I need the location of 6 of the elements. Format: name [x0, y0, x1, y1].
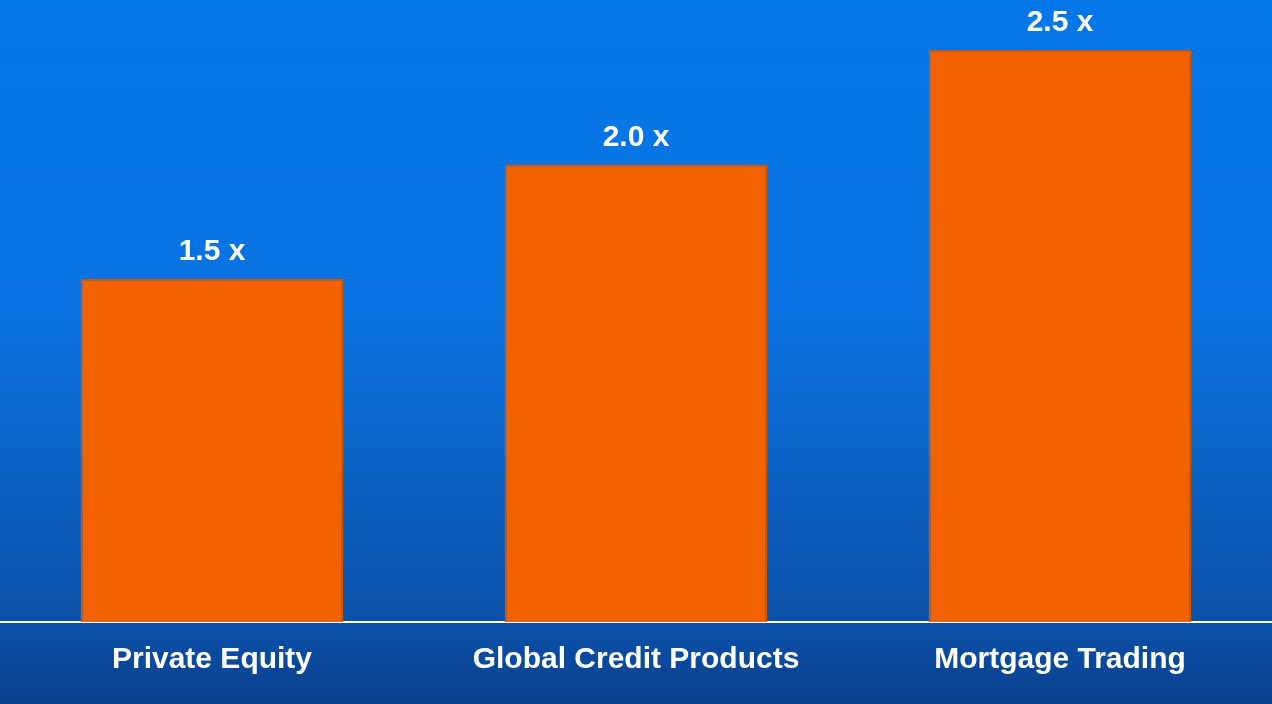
x-tick-label: Mortgage Trading: [934, 641, 1186, 675]
data-label: 1.5 x: [178, 233, 246, 267]
x-tick-label: Private Equity: [111, 641, 313, 675]
data-label: 2.5 x: [1026, 4, 1094, 38]
x-tick-label: Global Credit Products: [472, 641, 800, 675]
data-label: 2.0 x: [602, 118, 670, 152]
